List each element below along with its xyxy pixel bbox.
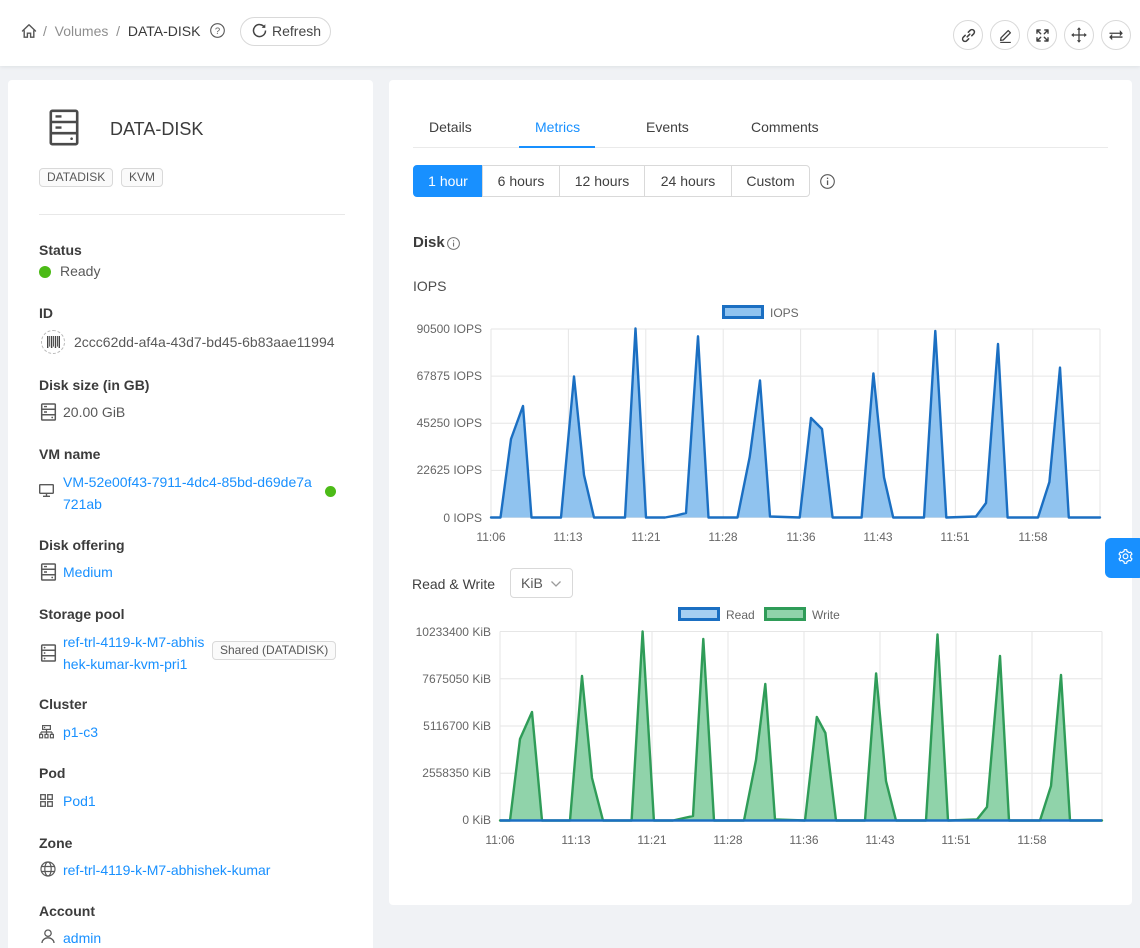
svg-text:?: ? (215, 26, 220, 37)
